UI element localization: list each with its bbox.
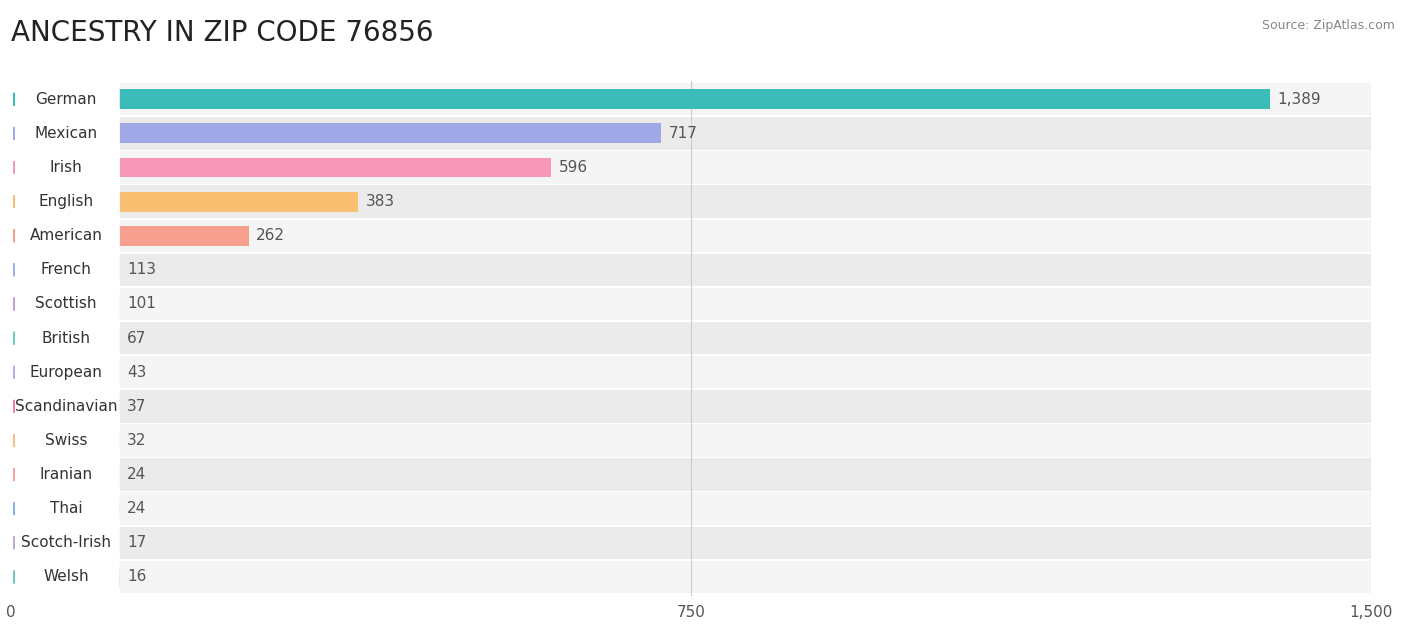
FancyBboxPatch shape bbox=[11, 484, 120, 644]
Bar bbox=[11, 124, 661, 143]
Text: 37: 37 bbox=[128, 399, 146, 414]
FancyBboxPatch shape bbox=[11, 177, 120, 363]
FancyBboxPatch shape bbox=[11, 245, 120, 431]
Bar bbox=[11, 83, 1371, 115]
Text: 17: 17 bbox=[128, 535, 146, 551]
FancyBboxPatch shape bbox=[11, 211, 120, 397]
Bar bbox=[11, 260, 120, 279]
Bar bbox=[11, 459, 1371, 491]
Text: 262: 262 bbox=[256, 228, 285, 243]
Text: 101: 101 bbox=[128, 296, 156, 312]
Bar bbox=[11, 493, 1371, 525]
Bar bbox=[11, 431, 120, 450]
FancyBboxPatch shape bbox=[11, 6, 120, 193]
Bar bbox=[11, 158, 551, 177]
Bar bbox=[11, 397, 120, 416]
Bar bbox=[11, 527, 1371, 559]
Text: European: European bbox=[30, 365, 103, 380]
Bar bbox=[11, 117, 1371, 149]
Text: French: French bbox=[41, 262, 91, 278]
Bar bbox=[11, 185, 1371, 218]
FancyBboxPatch shape bbox=[11, 415, 120, 601]
FancyBboxPatch shape bbox=[11, 314, 120, 499]
Text: 113: 113 bbox=[128, 262, 156, 278]
Text: Scandinavian: Scandinavian bbox=[15, 399, 117, 414]
Bar bbox=[11, 356, 1371, 388]
Bar bbox=[11, 465, 120, 484]
Text: 43: 43 bbox=[128, 365, 146, 380]
Text: Swiss: Swiss bbox=[45, 433, 87, 448]
Text: 717: 717 bbox=[668, 126, 697, 141]
Bar bbox=[11, 561, 1371, 593]
FancyBboxPatch shape bbox=[11, 75, 120, 261]
Text: British: British bbox=[42, 330, 90, 346]
Text: Scotch-Irish: Scotch-Irish bbox=[21, 535, 111, 551]
Bar bbox=[11, 294, 120, 314]
Text: 32: 32 bbox=[128, 433, 146, 448]
Bar bbox=[11, 226, 249, 245]
Text: Thai: Thai bbox=[49, 501, 83, 516]
Text: 1,389: 1,389 bbox=[1278, 91, 1322, 107]
Text: 24: 24 bbox=[128, 467, 146, 482]
Text: English: English bbox=[38, 194, 94, 209]
FancyBboxPatch shape bbox=[11, 450, 120, 636]
Text: 67: 67 bbox=[128, 330, 146, 346]
Text: Welsh: Welsh bbox=[44, 569, 89, 585]
FancyBboxPatch shape bbox=[11, 143, 120, 328]
Bar bbox=[11, 288, 1371, 320]
FancyBboxPatch shape bbox=[11, 381, 120, 567]
FancyBboxPatch shape bbox=[11, 279, 120, 465]
Bar bbox=[11, 424, 1371, 457]
FancyBboxPatch shape bbox=[11, 348, 120, 533]
Text: 383: 383 bbox=[366, 194, 395, 209]
Bar bbox=[11, 90, 1270, 109]
Bar bbox=[11, 220, 1371, 252]
Bar bbox=[11, 254, 1371, 286]
Text: 24: 24 bbox=[128, 501, 146, 516]
Text: 16: 16 bbox=[128, 569, 146, 585]
Text: American: American bbox=[30, 228, 103, 243]
Bar bbox=[11, 363, 120, 382]
FancyBboxPatch shape bbox=[11, 109, 120, 295]
Text: Source: ZipAtlas.com: Source: ZipAtlas.com bbox=[1261, 19, 1395, 32]
Bar bbox=[11, 322, 1371, 354]
Text: Scottish: Scottish bbox=[35, 296, 97, 312]
Text: Iranian: Iranian bbox=[39, 467, 93, 482]
Bar bbox=[11, 567, 120, 587]
Text: German: German bbox=[35, 91, 97, 107]
Text: Mexican: Mexican bbox=[35, 126, 97, 141]
Bar bbox=[11, 499, 120, 518]
Bar bbox=[11, 533, 120, 553]
Text: ANCESTRY IN ZIP CODE 76856: ANCESTRY IN ZIP CODE 76856 bbox=[11, 19, 433, 47]
Bar bbox=[11, 328, 120, 348]
Bar bbox=[11, 192, 359, 211]
FancyBboxPatch shape bbox=[11, 41, 120, 227]
Text: Irish: Irish bbox=[49, 160, 83, 175]
Text: 596: 596 bbox=[558, 160, 588, 175]
Bar bbox=[11, 151, 1371, 184]
Bar bbox=[11, 390, 1371, 422]
